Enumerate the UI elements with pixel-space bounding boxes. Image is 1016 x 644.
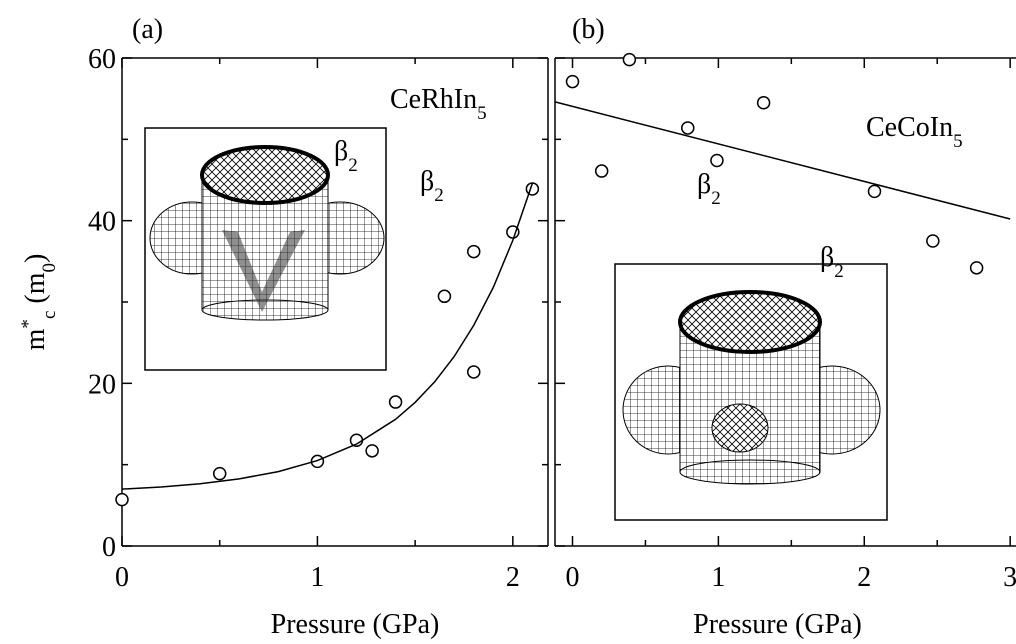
x-tick-label: 3 xyxy=(1003,562,1016,593)
annotation: β2 xyxy=(334,136,358,176)
text-part: 5 xyxy=(477,103,487,124)
text-part: 2 xyxy=(834,261,844,282)
y-tick-label: 60 xyxy=(88,44,116,75)
x-axis-label: Pressure (GPa) xyxy=(271,609,440,640)
y-tick-label: 20 xyxy=(88,369,116,400)
data-point xyxy=(756,95,771,110)
annotation: CeCoIn5 xyxy=(866,112,963,152)
x-tick-label: 2 xyxy=(506,562,520,593)
text-part: m xyxy=(20,328,51,350)
annotation: CeRhIn5 xyxy=(390,84,487,124)
data-point xyxy=(115,492,129,507)
annotation: β2 xyxy=(420,166,444,206)
data-point xyxy=(565,74,580,89)
fit-line xyxy=(554,101,1011,220)
x-tick-label: 1 xyxy=(711,562,725,593)
text-part: 5 xyxy=(953,131,963,152)
x-tick-label: 1 xyxy=(310,562,324,593)
annotation: β2 xyxy=(697,169,721,209)
annotation: β2 xyxy=(820,242,844,282)
data-point xyxy=(926,234,940,248)
x-tick-label: 2 xyxy=(857,562,871,593)
text-part: 0 xyxy=(39,263,60,273)
data-point xyxy=(466,244,481,259)
data-point xyxy=(710,153,724,168)
text-part: β xyxy=(420,166,434,197)
text-part: CeRhIn xyxy=(390,84,477,115)
data-point xyxy=(867,184,882,199)
inset-fermi-surface-b xyxy=(614,263,888,521)
data-point xyxy=(466,365,481,379)
text-part: 2 xyxy=(711,188,721,209)
data-point xyxy=(310,454,325,469)
fit-line xyxy=(121,183,534,490)
data-point xyxy=(388,395,403,409)
text-part: CeCoIn xyxy=(866,112,953,143)
data-point xyxy=(437,289,452,304)
panel-label: (b) xyxy=(572,14,605,45)
data-point xyxy=(365,444,379,458)
inset-fermi-surface-a xyxy=(144,127,387,371)
text-part: β xyxy=(697,169,711,200)
text-part: c xyxy=(39,311,60,319)
text-part: * xyxy=(18,319,39,329)
y-tick-label: 40 xyxy=(88,207,116,238)
text-part: (m xyxy=(20,272,51,310)
data-point xyxy=(594,164,609,178)
x-tick-label: 0 xyxy=(566,562,580,593)
data-point xyxy=(681,121,695,135)
text-part: β xyxy=(820,242,834,273)
data-point xyxy=(622,52,637,67)
x-axis-label: Pressure (GPa) xyxy=(693,609,862,640)
text-part: ) xyxy=(20,254,51,263)
panel-label: (a) xyxy=(132,14,163,45)
text-part: 2 xyxy=(348,155,358,176)
y-tick-label: 0 xyxy=(102,532,116,563)
x-tick-label: 0 xyxy=(115,562,129,593)
data-point xyxy=(212,466,227,481)
y-axis-label: m*c (m0) xyxy=(18,254,60,351)
text-part: 2 xyxy=(434,185,444,206)
text-part: β xyxy=(334,136,348,167)
data-point xyxy=(969,261,984,275)
